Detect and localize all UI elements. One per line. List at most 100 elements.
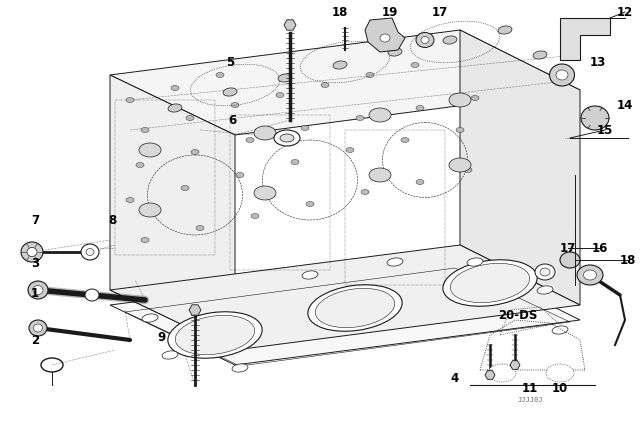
Ellipse shape bbox=[136, 163, 144, 168]
Ellipse shape bbox=[186, 116, 194, 121]
Ellipse shape bbox=[168, 104, 182, 112]
Ellipse shape bbox=[533, 51, 547, 59]
Ellipse shape bbox=[550, 64, 575, 86]
Ellipse shape bbox=[416, 180, 424, 185]
Ellipse shape bbox=[33, 324, 42, 332]
Ellipse shape bbox=[223, 88, 237, 96]
Ellipse shape bbox=[139, 143, 161, 157]
Ellipse shape bbox=[456, 128, 464, 133]
Text: 3: 3 bbox=[31, 257, 39, 270]
Ellipse shape bbox=[306, 202, 314, 207]
Ellipse shape bbox=[168, 312, 262, 358]
Ellipse shape bbox=[411, 63, 419, 68]
Ellipse shape bbox=[581, 106, 609, 130]
Ellipse shape bbox=[142, 314, 158, 322]
Ellipse shape bbox=[346, 147, 354, 152]
Text: 18: 18 bbox=[620, 254, 636, 267]
Ellipse shape bbox=[369, 168, 391, 182]
Ellipse shape bbox=[540, 268, 550, 276]
Ellipse shape bbox=[28, 281, 48, 299]
Ellipse shape bbox=[86, 249, 94, 255]
Text: 11: 11 bbox=[522, 382, 538, 395]
Ellipse shape bbox=[537, 286, 553, 294]
Ellipse shape bbox=[291, 159, 299, 164]
Ellipse shape bbox=[356, 116, 364, 121]
Ellipse shape bbox=[251, 214, 259, 219]
Ellipse shape bbox=[449, 93, 471, 107]
Polygon shape bbox=[485, 370, 495, 379]
Ellipse shape bbox=[464, 168, 472, 172]
Ellipse shape bbox=[421, 36, 429, 43]
Ellipse shape bbox=[556, 70, 568, 80]
Polygon shape bbox=[460, 30, 580, 305]
Ellipse shape bbox=[443, 260, 537, 306]
Ellipse shape bbox=[216, 73, 224, 78]
Text: 4: 4 bbox=[451, 371, 459, 384]
Text: 9: 9 bbox=[158, 331, 166, 344]
Ellipse shape bbox=[175, 315, 255, 355]
Ellipse shape bbox=[33, 285, 43, 294]
Text: 10: 10 bbox=[552, 382, 568, 395]
Ellipse shape bbox=[333, 61, 347, 69]
Text: 6: 6 bbox=[228, 113, 236, 126]
Text: 17: 17 bbox=[432, 5, 448, 18]
Polygon shape bbox=[110, 260, 580, 365]
Ellipse shape bbox=[27, 247, 37, 257]
Ellipse shape bbox=[366, 73, 374, 78]
Ellipse shape bbox=[546, 364, 574, 382]
Polygon shape bbox=[284, 20, 296, 30]
Ellipse shape bbox=[416, 33, 434, 47]
Ellipse shape bbox=[278, 74, 292, 82]
Ellipse shape bbox=[141, 128, 149, 133]
Ellipse shape bbox=[301, 125, 309, 130]
Ellipse shape bbox=[141, 237, 149, 242]
Text: JJJJ0J: JJJJ0J bbox=[517, 397, 543, 403]
Ellipse shape bbox=[451, 263, 530, 302]
Ellipse shape bbox=[467, 258, 483, 266]
Ellipse shape bbox=[274, 130, 300, 146]
Ellipse shape bbox=[171, 86, 179, 90]
Ellipse shape bbox=[388, 48, 402, 56]
Ellipse shape bbox=[231, 103, 239, 108]
Ellipse shape bbox=[443, 36, 457, 44]
Polygon shape bbox=[365, 18, 405, 52]
Polygon shape bbox=[510, 361, 520, 369]
Ellipse shape bbox=[81, 244, 99, 260]
Ellipse shape bbox=[535, 264, 555, 280]
Ellipse shape bbox=[196, 225, 204, 231]
Ellipse shape bbox=[162, 351, 178, 359]
Ellipse shape bbox=[416, 105, 424, 111]
Ellipse shape bbox=[181, 185, 189, 190]
Ellipse shape bbox=[321, 82, 329, 87]
Ellipse shape bbox=[246, 138, 254, 142]
Ellipse shape bbox=[560, 252, 580, 268]
Ellipse shape bbox=[236, 172, 244, 177]
Text: 14: 14 bbox=[617, 99, 633, 112]
Ellipse shape bbox=[85, 289, 99, 301]
Ellipse shape bbox=[191, 150, 199, 155]
Ellipse shape bbox=[280, 134, 294, 142]
Text: 17: 17 bbox=[560, 241, 576, 254]
Text: 20-DS: 20-DS bbox=[499, 309, 538, 322]
Ellipse shape bbox=[449, 158, 471, 172]
Ellipse shape bbox=[29, 320, 47, 336]
Polygon shape bbox=[189, 305, 201, 315]
Ellipse shape bbox=[139, 203, 161, 217]
Ellipse shape bbox=[126, 198, 134, 202]
Ellipse shape bbox=[369, 108, 391, 122]
Ellipse shape bbox=[21, 242, 43, 262]
Ellipse shape bbox=[254, 186, 276, 200]
Ellipse shape bbox=[584, 270, 596, 280]
Ellipse shape bbox=[577, 265, 603, 285]
Polygon shape bbox=[110, 75, 235, 350]
Polygon shape bbox=[110, 30, 580, 135]
Ellipse shape bbox=[361, 190, 369, 194]
Text: 16: 16 bbox=[592, 241, 608, 254]
Ellipse shape bbox=[276, 92, 284, 98]
Ellipse shape bbox=[302, 271, 318, 279]
Text: 13: 13 bbox=[590, 56, 606, 69]
Text: 18: 18 bbox=[332, 5, 348, 18]
Text: 7: 7 bbox=[31, 214, 39, 227]
Text: 19: 19 bbox=[382, 5, 398, 18]
Text: 8: 8 bbox=[108, 214, 116, 227]
